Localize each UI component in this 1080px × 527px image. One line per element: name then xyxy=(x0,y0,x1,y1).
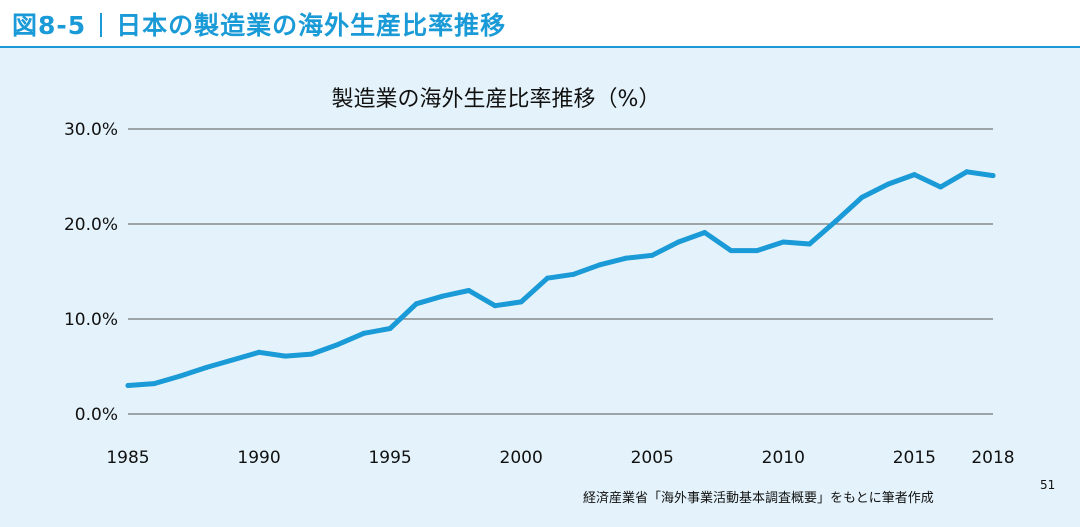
data-point xyxy=(990,173,996,179)
data-point xyxy=(308,351,314,357)
data-point xyxy=(571,271,577,277)
data-point xyxy=(807,241,813,247)
data-point xyxy=(649,252,655,258)
x-tick-label: 2018 xyxy=(971,448,1014,468)
title-separator xyxy=(100,13,103,37)
data-point xyxy=(518,299,524,305)
figure-header: 図8-5 日本の製造業の海外生産比率推移 xyxy=(0,0,1080,46)
chart-title: 製造業の海外生産比率推移（%） xyxy=(332,87,661,112)
y-axis-ticks: 30.0% 20.0% 10.0% 0.0% xyxy=(64,120,118,425)
x-tick-label: 1990 xyxy=(237,448,280,468)
figure-number: 図8-5 xyxy=(12,11,87,40)
y-tick-label: 30.0% xyxy=(64,120,118,140)
x-tick-label: 1985 xyxy=(106,448,149,468)
data-point xyxy=(728,248,734,254)
x-axis-ticks: 1985 1990 1995 2000 2005 2010 2015 2018 xyxy=(106,448,1014,468)
x-tick-label: 2015 xyxy=(893,448,936,468)
data-point xyxy=(361,330,367,336)
data-point xyxy=(204,364,210,370)
data-point xyxy=(833,218,839,224)
data-point xyxy=(466,288,472,293)
data-point xyxy=(177,373,183,379)
data-point xyxy=(256,349,262,355)
data-point xyxy=(230,357,236,363)
data-point xyxy=(544,275,550,281)
y-tick-label: 10.0% xyxy=(64,310,118,330)
source-note: 経済産業省「海外事業活動基本調査概要」をもとに筆者作成 xyxy=(583,491,934,506)
x-tick-label: 1995 xyxy=(368,448,411,468)
chart-panel: 製造業の海外生産比率推移（%） 30.0% 20.0% 10.0% 0.0% 1985… xyxy=(0,48,1080,527)
page-number: 51 xyxy=(1040,478,1056,492)
data-point xyxy=(623,255,629,261)
data-point xyxy=(597,262,603,268)
x-tick-label: 2000 xyxy=(500,448,543,468)
data-point xyxy=(885,181,891,187)
data-point xyxy=(964,169,970,175)
series-line xyxy=(125,169,996,388)
data-point xyxy=(125,383,131,388)
y-tick-label: 0.0% xyxy=(75,405,118,425)
figure-title: 日本の製造業の海外生産比率推移 xyxy=(116,11,507,40)
header-rule xyxy=(0,46,1080,48)
data-point xyxy=(938,184,944,190)
gridlines xyxy=(128,128,993,415)
data-point xyxy=(780,239,786,245)
data-point xyxy=(859,194,865,200)
y-tick-label: 20.0% xyxy=(64,215,118,235)
series-layer xyxy=(125,169,996,388)
data-point xyxy=(413,301,419,307)
data-point xyxy=(702,230,708,236)
data-point xyxy=(675,239,681,245)
data-point xyxy=(282,353,288,359)
x-tick-label: 2005 xyxy=(631,448,674,468)
data-point xyxy=(335,342,341,348)
figure-title-block: 図8-5 日本の製造業の海外生産比率推移 xyxy=(12,6,506,42)
data-point xyxy=(440,293,446,299)
data-point xyxy=(151,381,157,387)
line-chart: 製造業の海外生産比率推移（%） 30.0% 20.0% 10.0% 0.0% 1985… xyxy=(64,87,1015,468)
data-point xyxy=(492,303,498,309)
data-point xyxy=(754,248,760,254)
data-point xyxy=(387,326,393,331)
x-tick-label: 2010 xyxy=(762,448,805,468)
data-point xyxy=(911,172,917,178)
